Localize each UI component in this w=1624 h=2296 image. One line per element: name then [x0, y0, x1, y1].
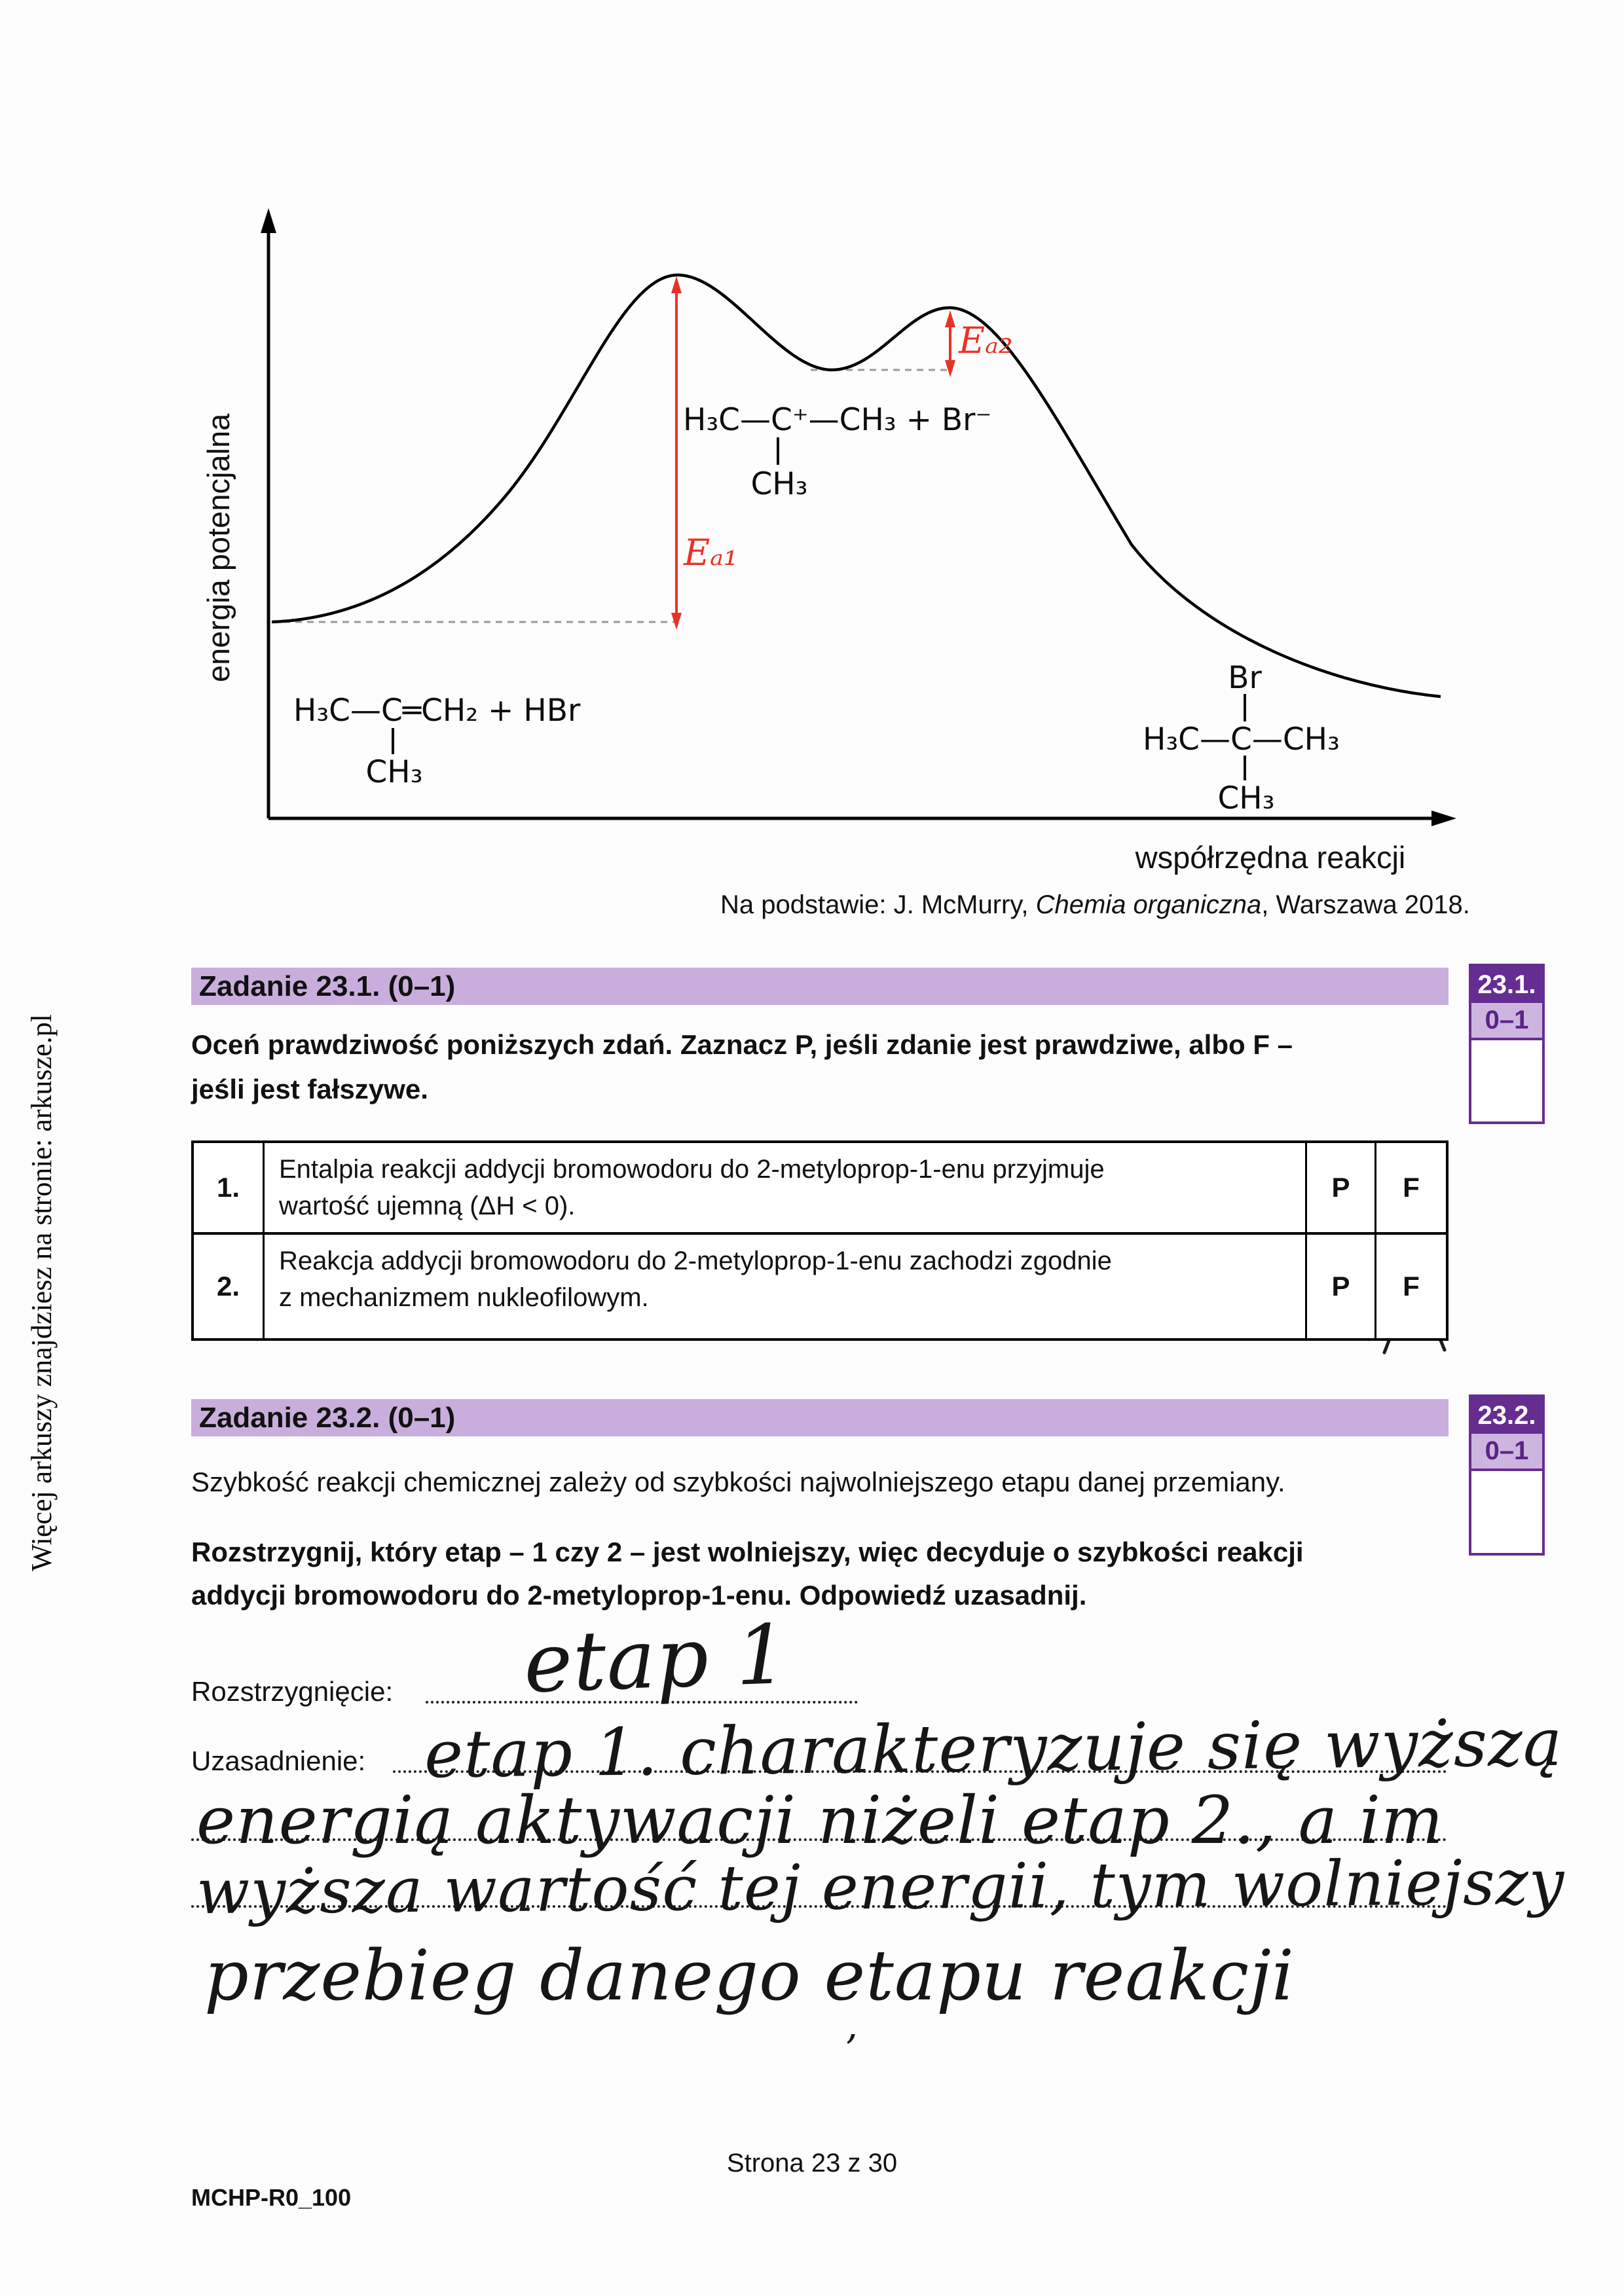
intermediate-substituent: CH₃ — [750, 466, 808, 502]
reactant-formula: H₃C—C═CH₂ + HBr — [293, 693, 581, 729]
ea2-arrow-up-icon — [945, 310, 955, 327]
score-box-23-2: 23.2. 0–1 — [1469, 1394, 1545, 1556]
score-box-points: 0–1 — [1471, 1003, 1542, 1040]
task-23-2-intro: Szybkość reakcji chemicznej zależy od sz… — [191, 1467, 1285, 1497]
energy-curve — [271, 273, 1441, 699]
justification-answer-line-3[interactable] — [191, 1905, 1447, 1908]
x-axis-label: współrzędna reakcji — [1135, 840, 1406, 875]
option-F-row2[interactable]: F — [1403, 1271, 1420, 1302]
row-number: 2. — [194, 1235, 265, 1338]
command-line-2: addycji bromowodoru do 2-metyloprop-1-en… — [191, 1580, 1087, 1611]
reactant-substituent: CH₃ — [365, 754, 423, 790]
score-box-id: 23.1. — [1471, 966, 1542, 1003]
product-formula: H₃C—C—CH₃ — [1143, 721, 1340, 757]
decision-label: Rozstrzygnięcie: — [191, 1676, 394, 1707]
justification-label: Uzasadnienie: — [191, 1745, 366, 1776]
score-box-empty-cell — [1471, 1471, 1542, 1553]
ea1-arrow-down-icon — [671, 613, 682, 630]
product-bond-bottom — [1244, 756, 1246, 780]
chart-source-caption: Na podstawie: J. McMurry, Chemia organic… — [720, 890, 1470, 920]
exam-code: MCHP-R0_100 — [191, 2184, 352, 2211]
product-top-substituent: Br — [1228, 660, 1262, 696]
justification-answer-line-1[interactable] — [393, 1770, 1447, 1773]
statement-2: Reakcja addycji bromowodoru do 2-metylop… — [265, 1235, 1307, 1338]
y-axis-arrow-icon — [261, 208, 276, 233]
task-23-2-command: Rozstrzygnij, który etap – 1 czy 2 – jes… — [191, 1531, 1455, 1617]
handwritten-line-3: wyższa wartość tej energii, tym wolniejs… — [196, 1846, 1565, 1929]
page-number: Strona 23 z 30 — [726, 2149, 898, 2178]
margin-site-note: Więcej arkuszy znajdziesz na stronie: ar… — [26, 1014, 58, 1571]
statement-1-line-2: wartość ujemną (ΔH < 0). — [279, 1192, 576, 1220]
y-axis-label: energia potencjalna — [201, 413, 236, 682]
score-box-23-1: 23.1. 0–1 — [1469, 964, 1545, 1124]
instruction-line-1: Oceń prawdziwość poniższych zdań. Zaznac… — [191, 1029, 1293, 1060]
option-P-row1[interactable]: P — [1307, 1143, 1376, 1232]
true-false-table: 1. Entalpia reakcji addycji bromowodoru … — [191, 1140, 1449, 1341]
handwritten-line-1: etap 1. charakteryzuje się wyższą — [424, 1704, 1563, 1793]
intermediate-bond — [777, 437, 779, 465]
table-row: 1. Entalpia reakcji addycji bromowodoru … — [194, 1143, 1446, 1232]
handwritten-line-4: przebieg danego etapu reakcji — [204, 1935, 1295, 2016]
score-box-empty-cell — [1471, 1040, 1542, 1121]
row-number: 1. — [194, 1143, 265, 1232]
ea1-label: Eₐ₁ — [684, 532, 738, 574]
option-F-row1[interactable]: F — [1403, 1172, 1420, 1203]
score-box-points: 0–1 — [1471, 1434, 1542, 1471]
task-23-1-header: Zadanie 23.1. (0–1) — [191, 968, 1449, 1005]
statement-1: Entalpia reakcji addycji bromowodoru do … — [265, 1143, 1307, 1232]
source-suffix: , Warszawa 2018. — [1261, 890, 1470, 919]
task-23-1-instruction: Oceń prawdziwość poniższych zdań. Zaznac… — [191, 1023, 1455, 1112]
handwritten-line-2: energią aktywacji niżeli etap 2., a im — [196, 1782, 1444, 1859]
ea1-arrow-up-icon — [671, 276, 682, 293]
option-P-row2[interactable]: P — [1307, 1235, 1376, 1338]
x-axis-arrow-icon — [1431, 811, 1456, 826]
ea2-label: Eₐ₂ — [959, 319, 1013, 361]
reactant-bond — [392, 728, 394, 754]
instruction-line-2: jeśli jest fałszywe. — [191, 1074, 428, 1104]
task-23-2-header: Zadanie 23.2. (0–1) — [191, 1399, 1449, 1436]
handwritten-decision: etap 1 — [522, 1607, 790, 1712]
ea2-arrow-down-icon — [945, 360, 955, 377]
product-bond-top — [1244, 694, 1246, 721]
statement-2-line-2: z mechanizmem nukleofilowym. — [279, 1283, 649, 1312]
stray-pen-mark: ’ — [845, 2027, 858, 2073]
intermediate-formula: H₃C—C⁺—CH₃ + Br⁻ — [683, 402, 992, 438]
score-box-id: 23.2. — [1471, 1397, 1542, 1434]
statement-2-line-1: Reakcja addycji bromowodoru do 2-metylop… — [279, 1247, 1112, 1275]
decision-answer-line[interactable] — [426, 1701, 858, 1704]
justification-answer-line-2[interactable] — [191, 1838, 1447, 1841]
statement-1-line-1: Entalpia reakcji addycji bromowodoru do … — [279, 1155, 1105, 1184]
table-row: 2. Reakcja addycji bromowodoru do 2-mety… — [194, 1232, 1446, 1338]
product-bottom-substituent: CH₃ — [1217, 780, 1275, 816]
command-line-1: Rozstrzygnij, który etap – 1 czy 2 – jes… — [191, 1537, 1304, 1567]
source-prefix: Na podstawie: J. McMurry, — [720, 890, 1036, 919]
source-title: Chemia organiczna — [1035, 890, 1262, 919]
